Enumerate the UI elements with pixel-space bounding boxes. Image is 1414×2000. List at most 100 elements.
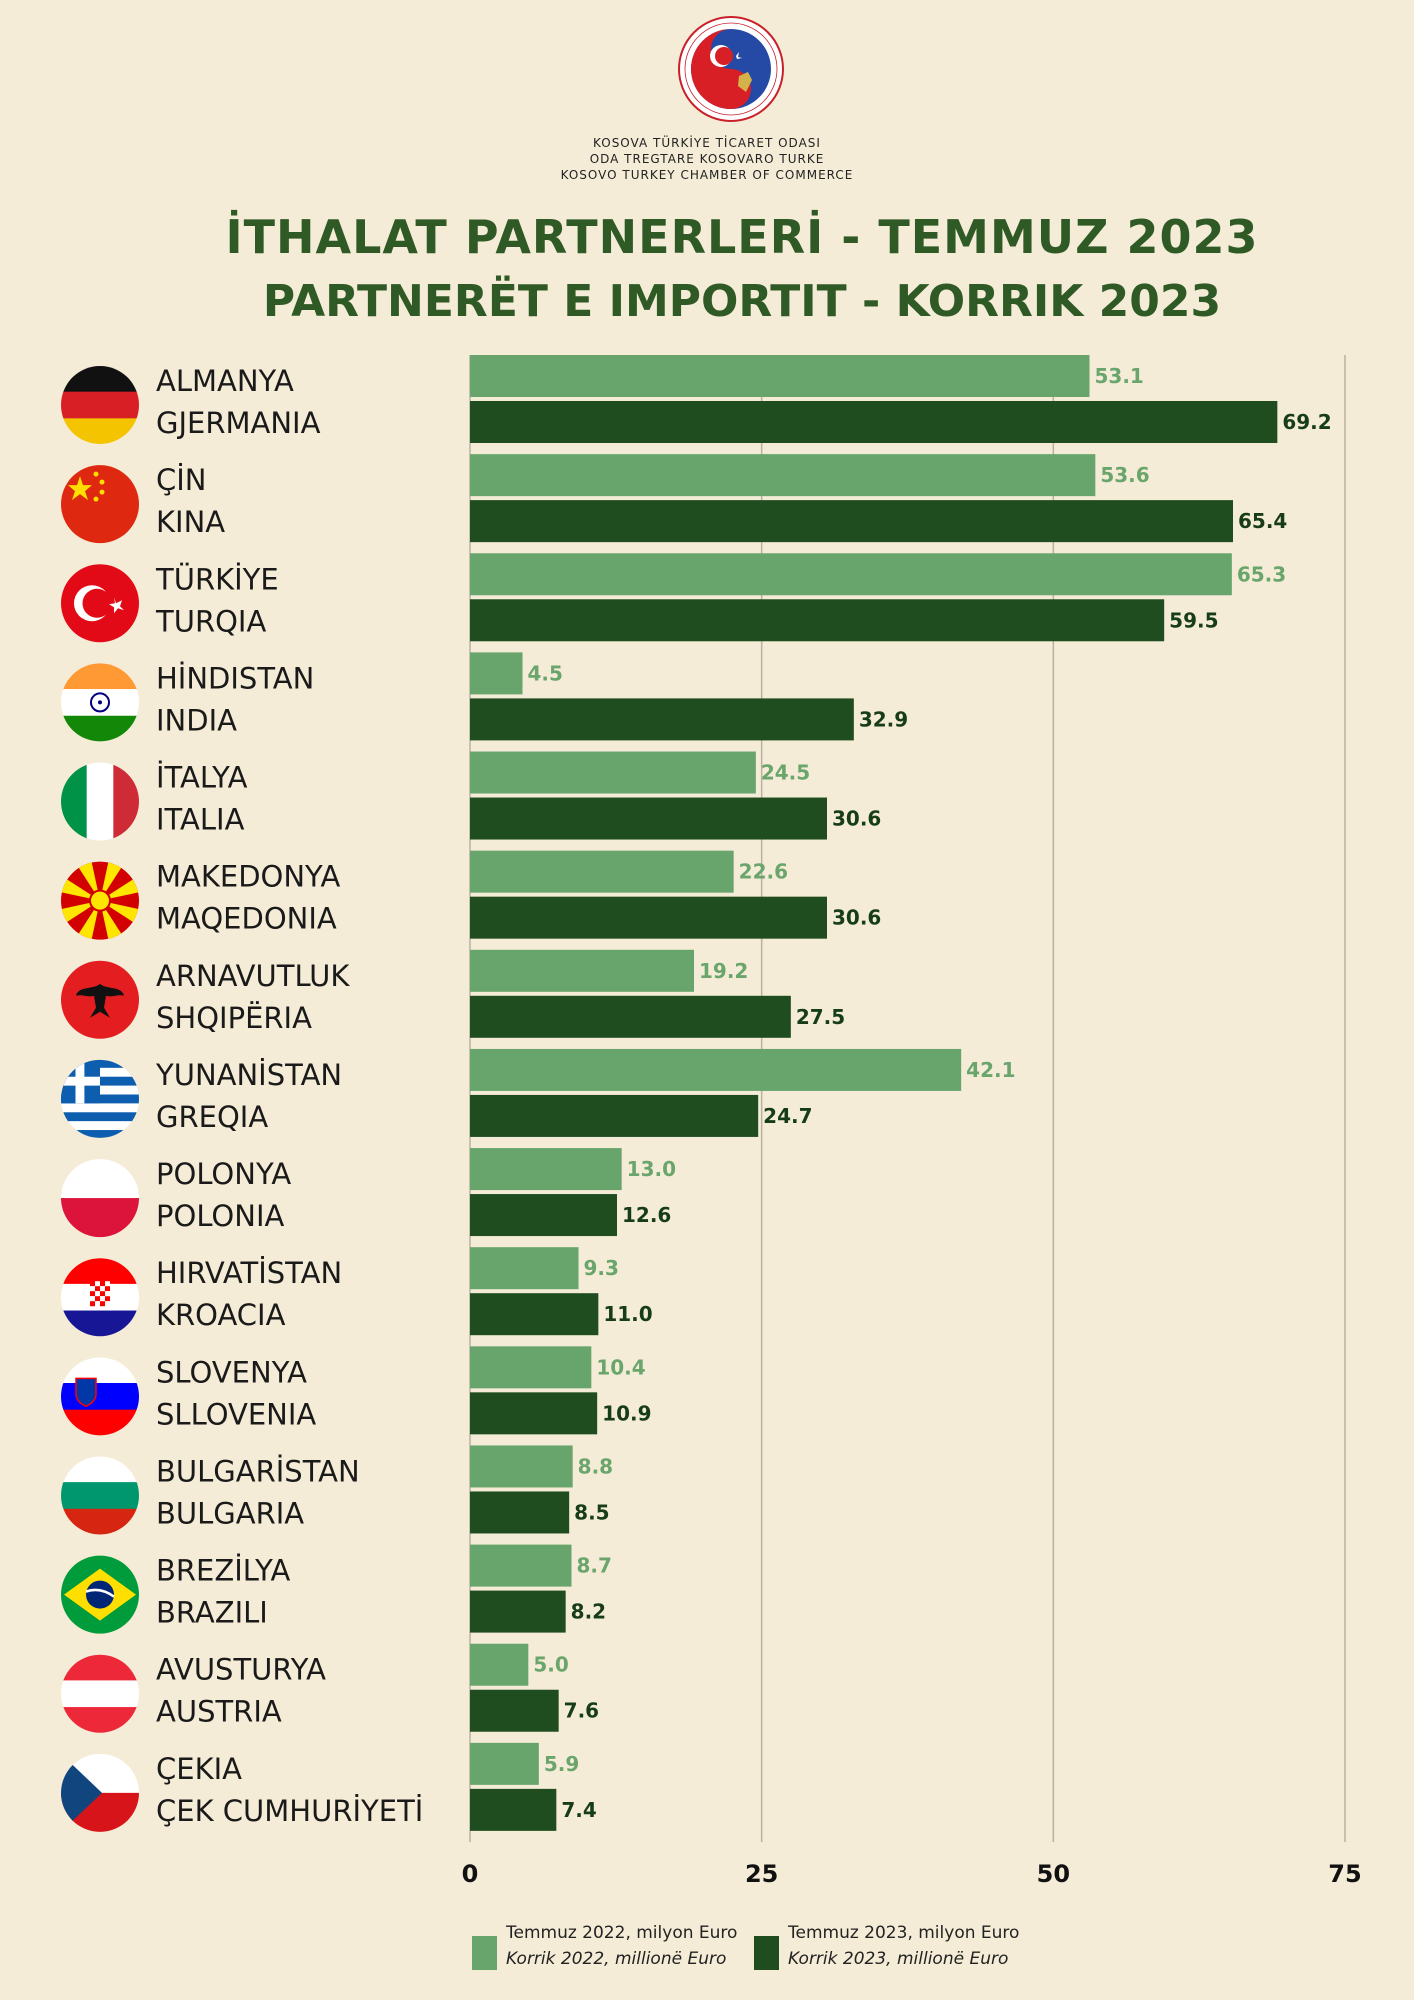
data-label: 8.8 [578,1454,613,1478]
data-label: 8.2 [571,1600,606,1624]
country-name-sq: SLLOVENIA [156,1397,316,1431]
china-flag-icon [61,465,139,544]
data-label: 13.0 [627,1157,676,1181]
country-name-tr: ALMANYA [156,364,294,398]
data-label: 5.9 [544,1752,579,1776]
country-name-sq: GJERMANIA [156,406,321,440]
bar [470,1094,759,1137]
data-label: 9.3 [584,1256,619,1280]
country-name-sq: ÇEK CUMHURİYETİ [156,1794,423,1828]
bulgaria-flag-icon [61,1456,139,1535]
bar [470,599,1165,642]
bar [470,1544,572,1587]
bar [470,355,1090,397]
bar [470,1742,539,1785]
x-axis-ticks: 0 25 50 75 [462,1860,1362,1888]
country-name-sq: MAQEDONIA [156,902,337,936]
country-name-tr: YUNANİSTAN [155,1058,342,1092]
bar [470,1643,529,1686]
legend-swatch-2023 [754,1936,779,1970]
country-name-sq: AUSTRIA [156,1695,282,1729]
country-name-sq: KINA [156,505,225,539]
bar [470,995,791,1038]
data-label: 30.6 [832,906,881,930]
chart-title: İTHALAT PARTNERLERİ - TEMMUZ 2023 [225,210,1259,264]
country-name-tr: MAKEDONYA [156,860,341,894]
data-label: 19.2 [699,959,748,983]
data-label: 7.6 [564,1699,599,1723]
turkey-flag-icon [61,564,139,643]
bar [470,1491,570,1534]
poland-flag-icon [61,1159,139,1238]
bar [470,553,1232,596]
org-name-en: KOSOVO TURKEY CHAMBER OF COMMERCE [560,168,854,182]
legend-label-2022: Temmuz 2022, milyon Euro [506,1923,738,1943]
bar [470,454,1096,497]
x-tick-label: 25 [745,1860,778,1888]
greece-flag-icon [61,1059,139,1138]
country-name-sq: GREQIA [156,1100,268,1134]
bars [470,355,1278,1831]
country-name-sq: BULGARIA [156,1496,304,1530]
data-label: 11.0 [603,1302,652,1326]
data-label: 59.5 [1169,608,1218,632]
country-name-tr: ÇİN [156,463,207,497]
data-label: 22.6 [739,860,788,884]
data-label: 24.5 [761,761,810,785]
data-label: 27.5 [796,1005,845,1029]
country-name-tr: AVUSTURYA [156,1653,326,1687]
bar [470,1689,559,1732]
data-label: 65.3 [1237,562,1286,586]
country-name-tr: BULGARİSTAN [156,1454,360,1488]
x-tick-label: 50 [1037,1860,1070,1888]
country-name-tr: SLOVENYA [156,1355,307,1389]
india-flag-icon [61,663,139,742]
legend: Temmuz 2022, milyon Euro Korrik 2022, mi… [472,1920,1072,1980]
bar [470,1346,592,1389]
data-label: 30.6 [832,807,881,831]
data-label: 10.9 [602,1401,651,1425]
country-name-tr: BREZİLYA [156,1554,291,1588]
data-label: 42.1 [966,1058,1015,1082]
albania-flag-icon [61,960,139,1039]
country-name-tr: ARNAVUTLUK [156,959,350,993]
germany-flag-icon [61,366,139,444]
x-tick-label: 0 [462,1860,479,1888]
bar [470,949,694,992]
data-label: 10.4 [596,1355,645,1379]
legend-swatch-2022 [472,1936,497,1970]
bar [470,401,1278,443]
country-name-tr: HIRVATİSTAN [156,1256,342,1290]
data-label: 69.2 [1282,410,1331,434]
italy-flag-icon [61,762,139,841]
data-label: 32.9 [859,707,908,731]
country-name-sq: INDIA [156,703,237,737]
country-name-tr: ÇEKIA [156,1752,242,1786]
data-label: 4.5 [528,661,563,685]
bar [470,850,734,893]
country-names: ALMANYA GJERMANIA ÇİN KINA TÜRKİYE TURQIA HİND… [155,364,423,1828]
data-label: 53.1 [1095,364,1144,388]
croatia-flag-icon [61,1258,139,1337]
bar [470,1590,566,1633]
country-name-tr: İTALYA [156,761,248,795]
x-tick-label: 75 [1328,1860,1361,1888]
bar [470,652,523,695]
country-name-sq: BRAZILI [156,1596,268,1630]
bar [470,797,827,840]
flags [61,366,139,1832]
data-label: 65.4 [1238,509,1287,533]
brazil-flag-icon [61,1555,139,1634]
bar [470,1392,598,1435]
austria-flag-icon [61,1654,139,1733]
data-label: 8.7 [577,1554,612,1578]
data-label: 5.0 [533,1653,568,1677]
bar [470,896,827,939]
country-name-tr: HİNDISTAN [156,661,314,695]
bar [470,1445,573,1488]
import-partners-chart: 53.1 69.2 53.6 65.4 65.3 59.5 4.5 32.9 24.5 30.6 2… [61,355,1362,1888]
legend-label-2023: Temmuz 2023, milyon Euro [788,1923,1020,1943]
country-name-sq: TURQIA [155,604,266,638]
chamber-logo [678,16,784,122]
bar [470,751,756,794]
